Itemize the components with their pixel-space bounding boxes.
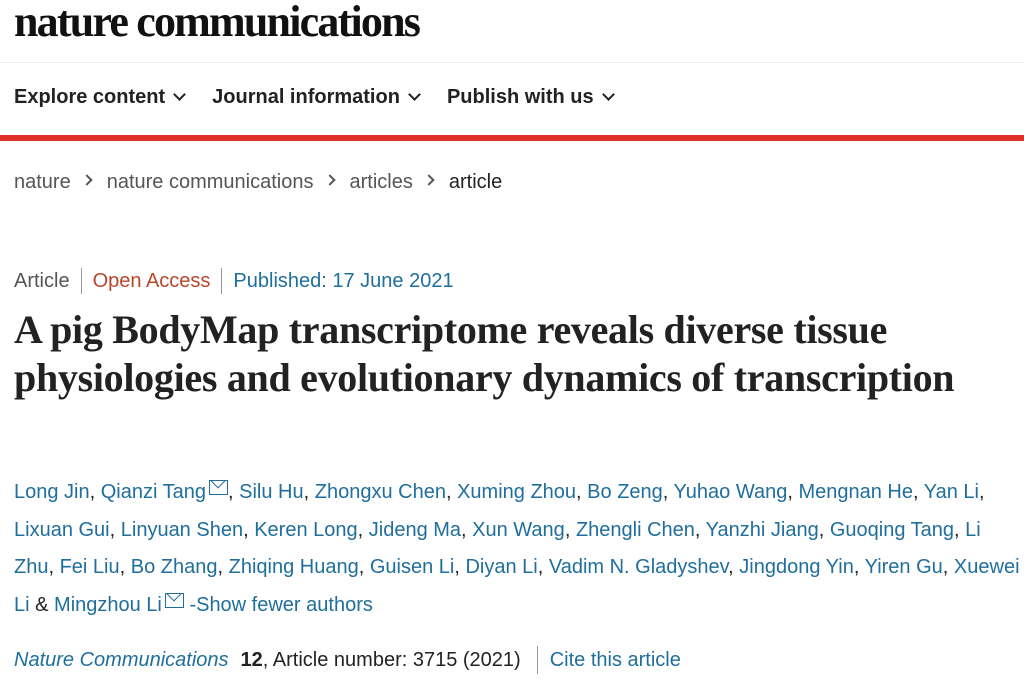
author-link[interactable]: Yiren Gu (864, 556, 943, 578)
author-link[interactable]: Xuewei Li (14, 556, 1020, 616)
author-link[interactable]: Lixuan Gui (14, 518, 110, 541)
main-nav: Explore content Journal information Publ… (14, 86, 641, 109)
author-link[interactable]: Yan Li (923, 481, 979, 503)
nav-label: Explore content (14, 86, 166, 108)
chevron-right-icon (423, 173, 435, 186)
author-link[interactable]: Yanzhi Jiang (705, 518, 819, 541)
author-link[interactable]: Long Jin (14, 481, 90, 503)
author-link[interactable]: Jideng Ma (368, 518, 462, 541)
article-number: , Article number: 3715 (2021) (262, 648, 521, 671)
published-date: Published: 17 June 2021 (233, 269, 454, 292)
chevron-down-icon (173, 88, 187, 101)
citation-line: Nature Communications 12 , Article numbe… (14, 646, 681, 674)
chevron-down-icon (601, 88, 615, 101)
breadcrumb-nature-communications[interactable]: nature communications (106, 171, 314, 193)
author-link[interactable]: Mingzhou Li (54, 593, 162, 616)
chevron-down-icon (408, 88, 421, 101)
author-link[interactable]: Diyan Li (465, 556, 538, 578)
author-link[interactable]: Xuming Zhou (457, 481, 577, 503)
author-link[interactable]: Guisen Li (369, 556, 455, 578)
article-title: A pig BodyMap transcriptome reveals dive… (14, 307, 955, 400)
nav-label: Publish with us (446, 86, 594, 108)
breadcrumb-articles[interactable]: articles (349, 171, 413, 193)
nav-label: Journal information (212, 86, 400, 108)
author-link[interactable]: Qianzi Tang (100, 481, 207, 503)
author-link[interactable]: Bo Zhang (130, 556, 218, 578)
mail-icon[interactable] (209, 480, 229, 495)
chevron-right-icon (323, 173, 336, 186)
author-link[interactable]: Yuhao Wang (673, 481, 788, 503)
divider (0, 62, 1024, 63)
author-link[interactable]: Vadim N. Gladyshev (548, 556, 729, 578)
show-fewer-authors-button[interactable]: -Show fewer authors (189, 593, 373, 616)
nav-journal-information[interactable]: Journal information (212, 86, 421, 109)
author-link[interactable]: Zhengli Chen (575, 518, 695, 541)
cite-this-article-link[interactable]: Cite this article (549, 648, 681, 671)
author-link[interactable]: Silu Hu (239, 481, 304, 503)
author-link[interactable]: Mengnan He (798, 481, 913, 503)
journal-name: Nature Communications (14, 648, 229, 671)
article-meta: Article Open Access Published: 17 June 2… (14, 268, 454, 294)
chevron-right-icon (81, 173, 93, 186)
divider (221, 268, 223, 294)
accent-bar (0, 135, 1024, 141)
breadcrumb-article: article (448, 171, 503, 193)
mail-icon[interactable] (164, 592, 184, 608)
divider (80, 268, 82, 294)
site-logo[interactable]: nature communications (14, 0, 421, 46)
author-link[interactable]: Bo Zeng (587, 481, 663, 503)
author-link[interactable]: Li Zhu (14, 518, 981, 579)
author-link[interactable]: Keren Long (254, 518, 358, 541)
author-link[interactable]: Zhiqing Huang (228, 556, 359, 578)
author-link[interactable]: Xun Wang (472, 518, 565, 541)
breadcrumb: nature nature communications articles ar… (14, 171, 502, 194)
author-list: Long Jin, Qianzi Tang, Silu Hu, Zhongxu … (14, 480, 1020, 616)
author-link[interactable]: Guoqing Tang (829, 518, 955, 541)
volume: 12 (240, 648, 263, 671)
article-type: Article (14, 269, 70, 292)
author-link[interactable]: Fei Liu (59, 556, 120, 578)
author-link[interactable]: Zhongxu Chen (314, 481, 446, 503)
breadcrumb-nature[interactable]: nature (14, 171, 71, 193)
author-link[interactable]: Linyuan Shen (120, 518, 244, 541)
open-access-badge: Open Access (92, 269, 211, 292)
nav-publish-with-us[interactable]: Publish with us (446, 86, 615, 109)
divider (536, 646, 538, 674)
nav-explore-content[interactable]: Explore content (14, 86, 187, 109)
author-link[interactable]: Jingdong Yin (739, 556, 854, 578)
